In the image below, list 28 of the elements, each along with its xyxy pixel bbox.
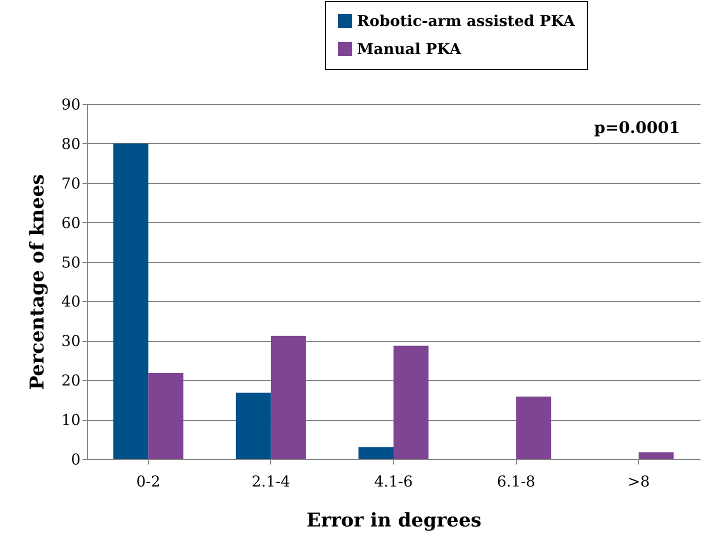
y-tick-label: 40 <box>61 292 80 311</box>
y-axis-title: Percentage of knees <box>26 174 48 390</box>
x-axis-title: Error in degrees <box>306 510 482 532</box>
y-tick-label: 50 <box>61 253 80 272</box>
bar <box>148 373 184 459</box>
x-tick-label: 2.1-4 <box>252 472 290 490</box>
y-tick-label: 10 <box>61 411 80 430</box>
x-tick-label: 4.1-6 <box>374 472 413 490</box>
x-tick-label: 0-2 <box>136 472 160 490</box>
bar <box>638 452 674 459</box>
y-tick-label: 0 <box>70 450 80 468</box>
legend-label: Robotic-arm assisted PKA <box>357 12 576 30</box>
bar <box>270 336 306 459</box>
y-tick-label: 70 <box>61 174 80 192</box>
bar <box>236 392 271 459</box>
bar <box>394 346 429 459</box>
bar <box>358 447 394 459</box>
annotation: p=0.0001 <box>594 118 680 137</box>
x-tick-label: 6.1-8 <box>496 472 536 490</box>
legend-label: Manual PKA <box>357 40 462 58</box>
y-tick-label: 20 <box>61 372 80 390</box>
bar <box>516 396 552 459</box>
y-tick-label: 60 <box>61 214 80 232</box>
bar <box>113 143 148 459</box>
y-tick-label: 30 <box>61 332 80 350</box>
y-tick-label: 80 <box>61 134 80 153</box>
x-tick-label: >8 <box>628 472 650 490</box>
y-tick-label: 90 <box>61 96 80 114</box>
